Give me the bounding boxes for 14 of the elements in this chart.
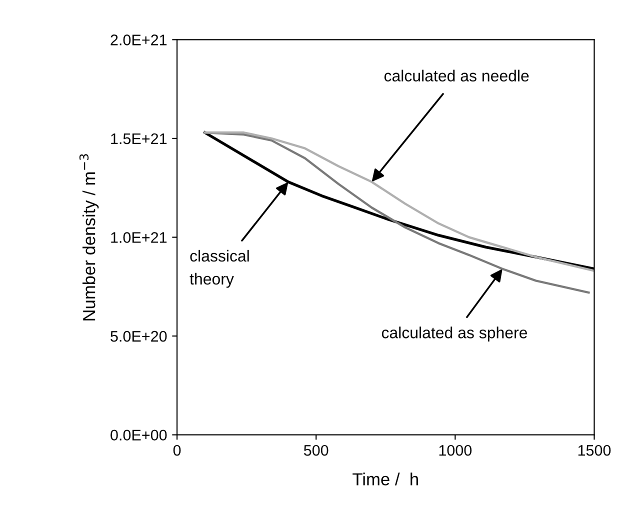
y-tick-label: 0.0E+00: [110, 430, 167, 441]
y-tick-label: 2.0E+21: [110, 34, 167, 46]
annotation: classical theory: [190, 250, 249, 288]
y-tick-label: 5.0E+20: [110, 330, 167, 342]
annotation: calculated as sphere: [382, 326, 528, 342]
x-axis-title: Time / h: [352, 472, 418, 486]
y-axis-title: Number density / m$^{−3}$: [79, 154, 99, 320]
x-tick-label: 1500: [578, 444, 611, 456]
annotation: calculated as needle: [384, 70, 529, 82]
y-tick-label: 1.0E+21: [111, 232, 167, 243]
x-tick-label: 1000: [439, 444, 472, 456]
x-tick-label: 0: [173, 444, 181, 456]
x-tick-label: 500: [304, 444, 328, 456]
y-tick-label: 1.5E+21: [111, 133, 167, 144]
